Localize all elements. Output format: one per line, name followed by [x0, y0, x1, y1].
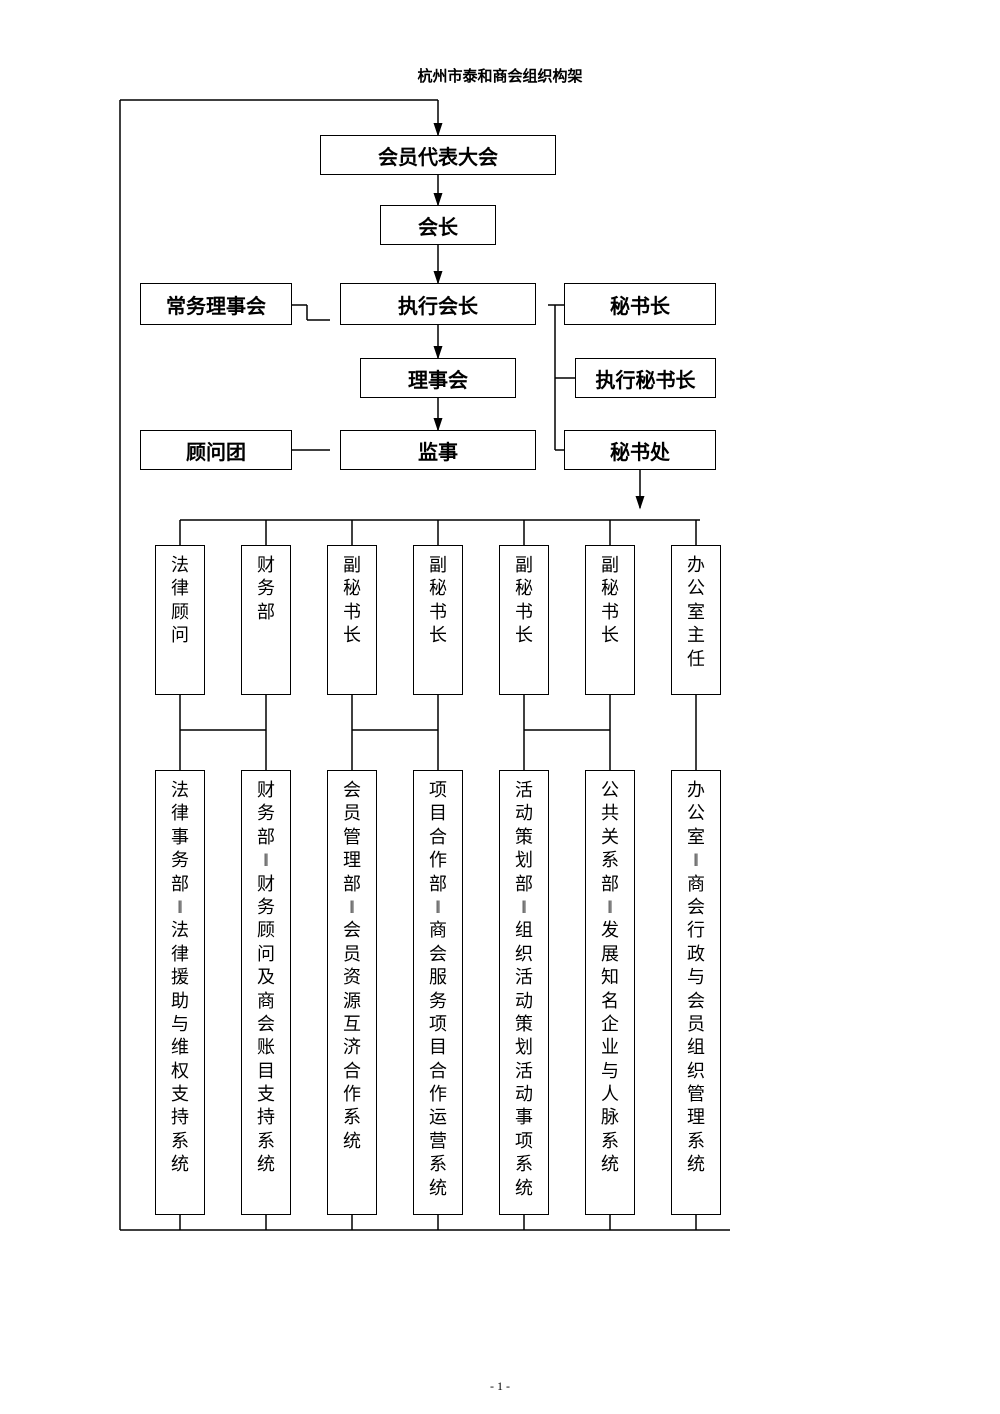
box-exec-president: 执行会长 [340, 283, 536, 325]
botbox-1: 财务部‖财务顾问及商会账目支持系统 [241, 770, 291, 1215]
midbox-2: 副秘书长 [327, 545, 377, 695]
box-standing-council: 常务理事会 [140, 283, 292, 325]
box-secretary-general: 秘书长 [564, 283, 716, 325]
botbox-3: 项目合作部‖商会服务项目合作运营系统 [413, 770, 463, 1215]
botbox-4: 活动策划部‖组织活动策划活动事项系统 [499, 770, 549, 1215]
botbox-2: 会员管理部‖会员资源互济合作系统 [327, 770, 377, 1215]
botbox-6: 办公室‖商会行政与会员组织管理系统 [671, 770, 721, 1215]
midbox-6: 办公室主任 [671, 545, 721, 695]
box-exec-secretary: 执行秘书长 [575, 358, 716, 398]
midbox-5: 副秘书长 [585, 545, 635, 695]
botbox-5: 公共关系部‖发展知名企业与人脉系统 [585, 770, 635, 1215]
midbox-0: 法律顾问 [155, 545, 205, 695]
midbox-3: 副秘书长 [413, 545, 463, 695]
box-secretariat: 秘书处 [564, 430, 716, 470]
midbox-1: 财务部 [241, 545, 291, 695]
box-members-assembly: 会员代表大会 [320, 135, 556, 175]
box-council: 理事会 [360, 358, 516, 398]
botbox-0: 法律事务部‖法律援助与维权支持系统 [155, 770, 205, 1215]
midbox-4: 副秘书长 [499, 545, 549, 695]
box-supervisor: 监事 [340, 430, 536, 470]
box-advisory: 顾问团 [140, 430, 292, 470]
box-president: 会长 [380, 205, 496, 245]
page-footer: - 1 - [490, 1379, 510, 1394]
